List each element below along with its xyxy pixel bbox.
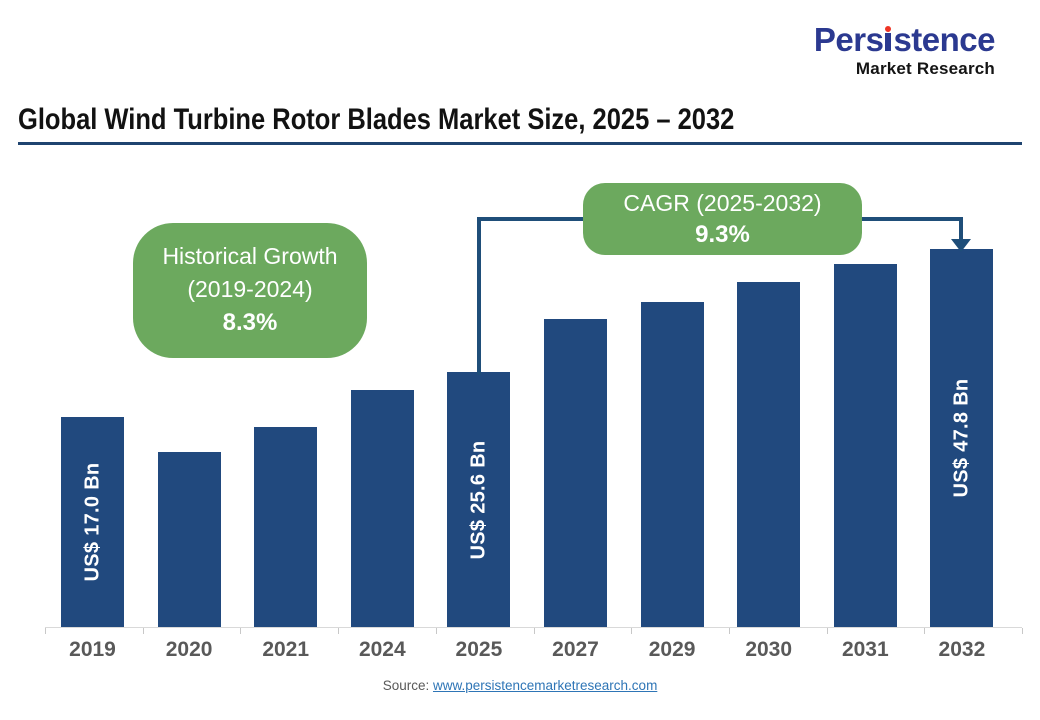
x-axis-label-2029: 2029 [648, 638, 696, 661]
x-axis-tick [924, 628, 926, 634]
source-label: Source: [382, 678, 430, 693]
bar-2021 [254, 427, 318, 627]
bar-value-label-2019: US$ 17.0 Bn [81, 462, 103, 582]
bar-value-label-2032: US$ 47.8 Bn [950, 378, 973, 498]
x-axis-tick [728, 628, 730, 634]
page-title-text: Global Wind Turbine Rotor Blades Market … [18, 103, 735, 136]
cagr-connector-horizontal-left [477, 217, 583, 221]
brand-name-suffix: stence [893, 21, 995, 58]
x-axis-label-2030: 2030 [745, 638, 793, 661]
plot-area: US$ 17.0 Bn US$ 25.6 Bn US$ 47.8 Bn [45, 160, 1022, 628]
x-axis-label-2025: 2025 [455, 638, 503, 661]
x-axis-label-2019: 2019 [69, 638, 116, 661]
bar-2024 [350, 390, 414, 627]
bar-2031 [833, 264, 897, 627]
arrow-down-icon [951, 239, 971, 252]
x-axis-line [45, 627, 1022, 628]
x-axis-label-2031: 2031 [841, 638, 889, 661]
source-line: Source: www.persistencemarketresearch.co… [0, 678, 1040, 693]
x-axis-tick [631, 628, 633, 634]
cagr-line1: CAGR (2025-2032) [623, 190, 822, 216]
x-axis-tick [533, 628, 535, 634]
cagr-connector-horizontal-right [862, 217, 962, 221]
letter-i-stem [885, 33, 892, 51]
brand-tagline: Market Research [855, 59, 995, 78]
bar-2027 [544, 319, 607, 627]
x-axis-label-2020: 2020 [165, 638, 213, 661]
x-axis-tick [45, 628, 46, 634]
x-axis-labels: 2019 2020 2021 2024 2025 2027 2029 2030 2031 2032 [45, 638, 1022, 668]
x-axis-ticks [45, 628, 1023, 634]
cagr-value: 9.3% [695, 221, 750, 248]
x-axis-tick [826, 628, 828, 634]
x-axis-tick [435, 628, 437, 634]
bar-2032: US$ 47.8 Bn [930, 249, 994, 627]
source-link[interactable]: www.persistencemarketresearch.com [432, 678, 658, 693]
x-axis-tick [240, 628, 242, 634]
title-underline [18, 142, 1022, 145]
brand-name-prefix: Pers [813, 21, 884, 58]
bar-2025: US$ 25.6 Bn [447, 372, 511, 627]
brand-name: Pers stence [813, 21, 996, 58]
x-axis-label-2032: 2032 [938, 638, 986, 661]
x-axis-label-2024: 2024 [358, 638, 406, 661]
cagr-callout: CAGR (2025-2032) 9.3% [583, 183, 862, 255]
cagr-connector-vertical-2032 [959, 217, 963, 241]
bar-2029 [640, 302, 704, 627]
brand-logo: Pers stence Market Research [813, 21, 996, 79]
page-title: Global Wind Turbine Rotor Blades Market … [18, 103, 861, 137]
bar-2019: US$ 17.0 Bn [61, 417, 124, 627]
x-axis-tick [142, 628, 144, 634]
x-axis-tick [338, 628, 340, 634]
x-axis-label-2027: 2027 [552, 638, 599, 661]
x-axis-label-2021: 2021 [262, 638, 310, 661]
historical-growth-callout: Historical Growth (2019-2024) 8.3% [133, 223, 367, 358]
bar-2020 [157, 452, 221, 627]
letter-i-red-dot [885, 26, 892, 32]
bar-value-label-2025: US$ 25.6 Bn [467, 440, 490, 559]
x-axis-tick [1022, 628, 1023, 634]
cagr-connector-vertical-2025 [477, 217, 481, 375]
historical-growth-line2: (2019-2024) [187, 276, 313, 302]
historical-growth-value: 8.3% [222, 309, 278, 336]
brand-letter-i-red-dot-icon [885, 26, 892, 51]
historical-growth-line1: Historical Growth [162, 243, 338, 269]
bar-2030 [737, 282, 801, 627]
